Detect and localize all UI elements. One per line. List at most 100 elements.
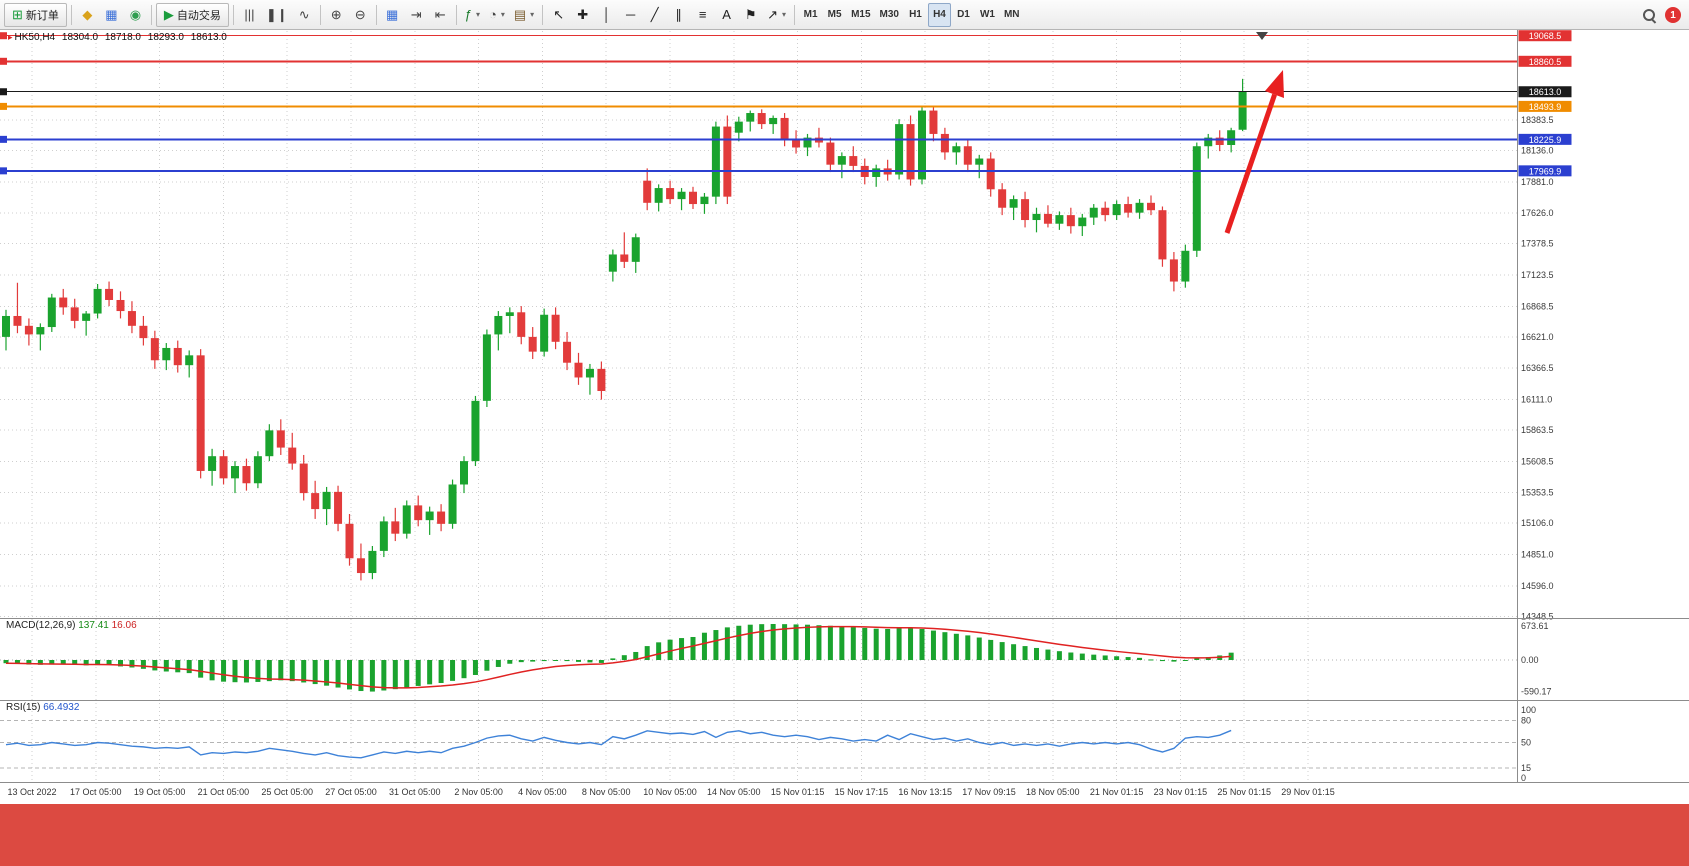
toolbar-items: ⊞ 新订单 ◆ ▦ ◉ ▶ 自动交易 ||| ❚❙ ∿ ⊕ ⊖ ▦ ⇥ ⇤ ƒ ▾ ◔ ▾ ▤ ▾ ↖ ✚ │ ─ ╱ ∥ ≡ A ⚑ ↗ ▾… [4,0,1024,29]
auto-scroll-button[interactable]: ⇥ [405,3,428,27]
rsi-current-value: 66.4932 [43,702,80,713]
time-axis-label: 31 Oct 05:00 [389,787,441,797]
templates-icon: ▤ [513,7,527,22]
timeframe-m1[interactable]: M1 [799,3,822,27]
svg-text:18225.9: 18225.9 [1529,135,1562,145]
timeframe-m30-label: M30 [879,9,899,20]
timeframe-mn[interactable]: MN [1000,3,1024,27]
timeframe-d1[interactable]: D1 [952,3,975,27]
svg-text:100: 100 [1521,705,1536,715]
text-icon: A [722,7,731,22]
new-order-button-label: 新订单 [25,9,59,22]
svg-text:-590.17: -590.17 [1521,687,1552,697]
timeframe-m1-label: M1 [803,9,818,20]
toolbar-separator [319,4,321,25]
main-chart-plot-area[interactable] [0,30,1517,618]
new-order-icon: ⊞ [12,7,23,22]
horizontal-line-icon: ─ [626,7,636,22]
svg-text:14348.5: 14348.5 [1521,611,1554,621]
crosshair-button[interactable]: ✚ [571,3,594,27]
svg-text:15: 15 [1521,763,1531,773]
time-axis[interactable]: 13 Oct 2022 17 Oct 05:00 19 Oct 05:00 21 Oc… [0,782,1689,804]
candlestick-chart-button[interactable]: ❚❙ [262,3,292,27]
timeframe-h1[interactable]: H1 [904,3,927,27]
time-axis-label: 17 Oct 05:00 [70,787,122,797]
macd-axis-labels: 673.61 0.00 -590.17 [1521,621,1552,697]
svg-text:17626.0: 17626.0 [1521,208,1554,218]
channel-button[interactable]: ∥ [667,3,690,27]
navigator-button[interactable]: ◉ [124,3,147,27]
time-axis-label: 29 Nov 01:15 [1281,787,1335,797]
timeframe-d1-label: D1 [957,9,970,20]
auto-trading-button-label: 自动交易 [176,9,221,22]
time-axis-label: 15 Nov 17:15 [834,787,889,797]
svg-text:16366.5: 16366.5 [1521,363,1554,373]
timeframe-w1[interactable]: W1 [976,3,999,27]
chart-shift-button[interactable]: ⇤ [429,3,452,27]
macd-indicator-label: MACD(12,26,9) 137.41 16.06 [6,620,137,631]
periods-button[interactable]: ◔ ▾ [485,3,509,27]
vertical-line-button[interactable]: │ [595,3,618,27]
new-order-button[interactable]: ⊞ 新订单 [4,2,67,27]
svg-text:14596.0: 14596.0 [1521,581,1554,591]
label-icon: ⚑ [744,7,757,22]
fibonacci-button[interactable]: ≡ [691,3,714,27]
timeframe-m30[interactable]: M30 [876,3,903,27]
zoom-in-button[interactable]: ⊕ [325,3,348,27]
macd-histogram [3,623,1234,692]
horizontal-line-button[interactable]: ─ [619,3,642,27]
quote-high: 18718.0 [104,32,141,43]
cursor-button[interactable]: ↖ [547,3,570,27]
fibonacci-icon: ≡ [698,7,707,22]
toolbar-separator [794,4,796,25]
time-axis-label: 17 Nov 09:15 [962,787,1016,797]
notification-badge[interactable]: 1 [1665,7,1681,23]
line-chart-button[interactable]: ∿ [293,3,316,27]
svg-text:17378.5: 17378.5 [1521,239,1554,249]
timeframe-h4[interactable]: H4 [927,2,951,27]
bottom-banner [0,804,1689,866]
text-button[interactable]: A [715,3,738,27]
svg-text:18383.5: 18383.5 [1521,115,1554,125]
time-axis-label: 14 Nov 05:00 [707,787,761,797]
time-axis-label: 27 Oct 05:00 [325,787,377,797]
label-button[interactable]: ⚑ [739,3,762,27]
pane-separators[interactable] [0,618,1689,701]
svg-text:673.61: 673.61 [1521,621,1549,631]
data-window-button[interactable]: ▦ [100,3,123,27]
timeframe-m5[interactable]: M5 [823,3,846,27]
timeframe-m15-label: M15 [851,9,871,20]
crosshair-icon: ✚ [577,7,589,22]
shapes-icon: ↗ [767,7,779,22]
svg-text:0.00: 0.00 [1521,655,1539,665]
tile-windows-button[interactable]: ▦ [381,3,404,27]
chart-shift-marker-icon[interactable] [1256,32,1268,40]
time-axis-label: 21 Oct 05:00 [197,787,250,797]
quote-close: 18613.0 [190,32,227,43]
macd-title: MACD(12,26,9) [6,620,76,631]
price-axis[interactable] [1518,30,1689,782]
bar-chart-button[interactable]: ||| [238,3,261,27]
zoom-out-button[interactable]: ⊖ [349,3,372,27]
channel-icon: ∥ [675,7,682,22]
svg-text:16868.5: 16868.5 [1521,301,1554,311]
svg-text:17881.0: 17881.0 [1521,177,1554,187]
search-icon[interactable] [1642,8,1657,23]
indicators-button[interactable]: ƒ ▾ [461,3,484,27]
templates-button[interactable]: ▤ ▾ [510,3,538,27]
chart-canvas[interactable]: 18383.5 18136.0 17881.0 17626.0 17378.5 17123… [0,30,1689,782]
market-watch-button[interactable]: ◆ [76,3,99,27]
timeframe-mn-label: MN [1003,9,1020,20]
timeframe-m15[interactable]: M15 [847,3,874,27]
shapes-button[interactable]: ↗ ▾ [763,3,790,27]
toolbar: ⊞ 新订单 ◆ ▦ ◉ ▶ 自动交易 ||| ❚❙ ∿ ⊕ ⊖ ▦ ⇥ ⇤ ƒ ▾ ◔ ▾ ▤ ▾ ↖ ✚ │ ─ ╱ ∥ ≡ A ⚑ ↗ ▾… [0,0,1689,30]
auto-trading-button[interactable]: ▶ 自动交易 [155,2,229,27]
trend-arrow-annotation[interactable] [1224,70,1284,234]
quote-line: ▸ HK50,H4 18304.0 18718.0 18293.0 18613.0 [8,32,231,43]
trendline-button[interactable]: ╱ [643,3,666,27]
indicators-icon: ƒ [464,7,472,22]
dropdown-arrow-icon: ▾ [500,10,505,19]
svg-text:15608.5: 15608.5 [1521,456,1554,466]
timeframe-w1-label: W1 [979,9,995,20]
